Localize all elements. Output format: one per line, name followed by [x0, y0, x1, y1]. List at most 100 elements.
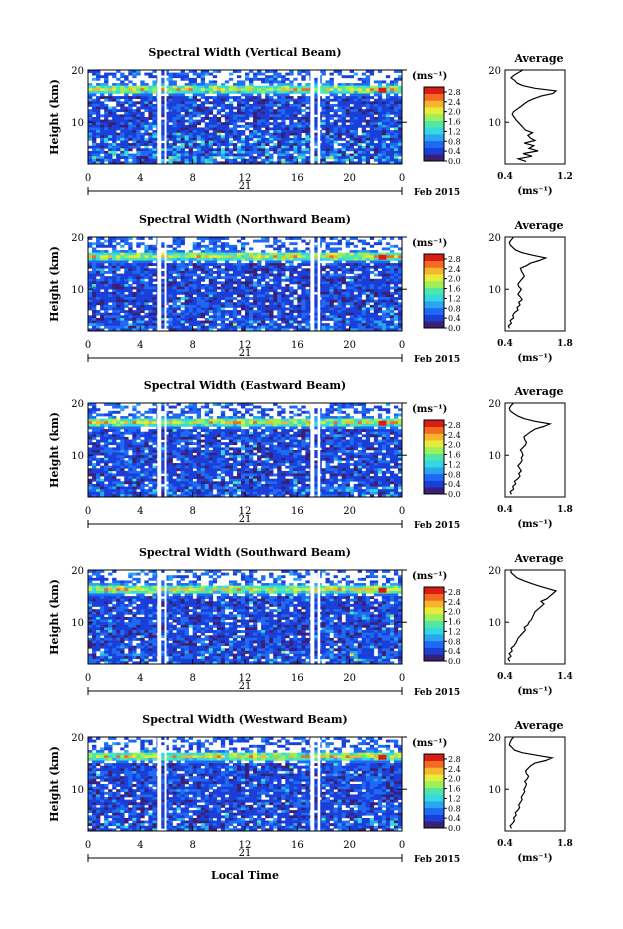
- heatmap-cell: [144, 96, 149, 100]
- heatmap-cell: [172, 286, 177, 290]
- heatmap-cell: [104, 291, 109, 295]
- heatmap-cell: [96, 252, 101, 256]
- colorbar-tick-label: 1.6: [448, 285, 461, 294]
- heatmap-cell: [204, 143, 210, 147]
- heatmap-cell: [281, 145, 286, 149]
- heatmap-cell: [261, 137, 266, 141]
- heatmap-cell: [128, 291, 133, 295]
- heatmap-cell: [337, 103, 342, 107]
- heatmap-cell: [277, 85, 282, 89]
- heatmap-cell: [313, 96, 318, 100]
- heatmap-cell: [152, 150, 157, 154]
- heatmap-cell: [329, 83, 334, 86]
- heatmap-cell: [100, 158, 105, 162]
- heatmap-cell: [325, 276, 330, 280]
- heatmap-cell: [112, 158, 117, 162]
- heatmap-cell: [297, 310, 302, 314]
- heatmap-cell: [393, 156, 399, 160]
- heatmap-cell: [172, 130, 177, 133]
- heatmap-cell: [385, 117, 391, 120]
- heatmap-cell: [172, 323, 177, 327]
- heatmap-cell: [224, 276, 230, 280]
- heatmap-cell: [220, 294, 226, 298]
- heatmap-cell: [361, 145, 367, 149]
- heatmap-cell: [349, 88, 354, 92]
- heatmap-cell: [112, 304, 117, 308]
- heatmap-cell: [192, 320, 197, 324]
- heatmap-cell: [96, 127, 101, 131]
- heatmap-cell: [297, 83, 302, 86]
- heatmap-cell: [389, 153, 395, 157]
- heatmap-cell: [297, 273, 302, 277]
- panel-title: Spectral Width (Vertical Beam): [148, 46, 341, 59]
- heatmap-cell: [301, 270, 306, 274]
- heatmap-cell: [381, 284, 387, 287]
- heatmap-cell: [88, 237, 93, 240]
- heatmap-cell: [144, 124, 149, 128]
- colorbar-tick-label: 0.0: [448, 157, 461, 166]
- heatmap-cell: [313, 273, 318, 277]
- heatmap-cell: [281, 124, 286, 128]
- heatmap-cell: [269, 70, 274, 73]
- heatmap-cell: [373, 291, 379, 295]
- heatmap-cell: [297, 323, 302, 327]
- heatmap-cell: [305, 132, 310, 136]
- heatmap-cell: [261, 124, 266, 128]
- heatmap-cell: [373, 85, 379, 89]
- heatmap-cell: [277, 109, 282, 113]
- heatmap-cell: [120, 304, 125, 308]
- heatmap-cell: [329, 312, 334, 316]
- heatmap-cell: [353, 302, 359, 306]
- heatmap-cell: [337, 265, 342, 269]
- heatmap-cell: [104, 250, 109, 253]
- heatmap-cell: [104, 85, 109, 89]
- heatmap-cell: [160, 302, 165, 306]
- heatmap-cell: [325, 119, 330, 123]
- heatmap-cell: [353, 289, 359, 293]
- heatmap-cell: [389, 145, 395, 149]
- heatmap-cell: [353, 119, 359, 123]
- heatmap-cell: [361, 242, 367, 246]
- heatmap-cell: [148, 140, 153, 144]
- heatmap-cell: [92, 98, 97, 102]
- heatmap-cell: [261, 237, 266, 240]
- heatmap-cell: [361, 150, 367, 154]
- heatmap-cell: [369, 270, 375, 274]
- heatmap-cell: [369, 132, 375, 136]
- heatmap-cell: [305, 135, 310, 139]
- heatmap-cell: [228, 315, 234, 319]
- heatmap-cell: [172, 276, 177, 280]
- heatmap-cell: [329, 88, 334, 92]
- heatmap-cell: [168, 101, 173, 105]
- heatmap-cell: [333, 263, 338, 267]
- heatmap-cell: [333, 284, 338, 287]
- heatmap-cell: [212, 80, 218, 84]
- heatmap-cell: [297, 156, 302, 160]
- heatmap-cell: [120, 320, 125, 324]
- heatmap-cell: [261, 119, 266, 123]
- heatmap-cell: [152, 143, 157, 147]
- heatmap-cell: [341, 161, 346, 165]
- heatmap-cell: [108, 299, 113, 303]
- heatmap-cell: [140, 323, 145, 327]
- heatmap-cell: [236, 260, 242, 264]
- heatmap-cell: [261, 278, 266, 282]
- heatmap-cell: [369, 307, 375, 311]
- heatmap-cell: [140, 289, 145, 293]
- heatmap-cell: [289, 83, 294, 86]
- heatmap-cell: [325, 323, 330, 327]
- heatmap-cell: [224, 153, 230, 157]
- heatmap-cell: [172, 325, 177, 329]
- heatmap-cell: [212, 299, 218, 303]
- heatmap-cell: [257, 124, 262, 128]
- heatmap-cell: [329, 150, 334, 154]
- heatmap-cell: [96, 281, 101, 285]
- heatmap-cell: [228, 289, 234, 293]
- data-gap: [164, 70, 167, 164]
- heatmap-cell: [329, 299, 334, 303]
- heatmap-cell: [329, 117, 334, 120]
- heatmap-cell: [245, 278, 250, 282]
- heatmap-cell: [293, 106, 298, 110]
- heatmap-cell: [281, 88, 286, 92]
- heatmap-cell: [277, 260, 282, 264]
